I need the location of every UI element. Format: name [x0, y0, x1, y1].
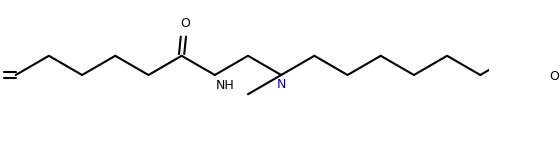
Text: N: N [277, 78, 286, 91]
Text: OH: OH [549, 70, 560, 83]
Text: NH: NH [216, 79, 235, 92]
Text: O: O [180, 17, 190, 30]
